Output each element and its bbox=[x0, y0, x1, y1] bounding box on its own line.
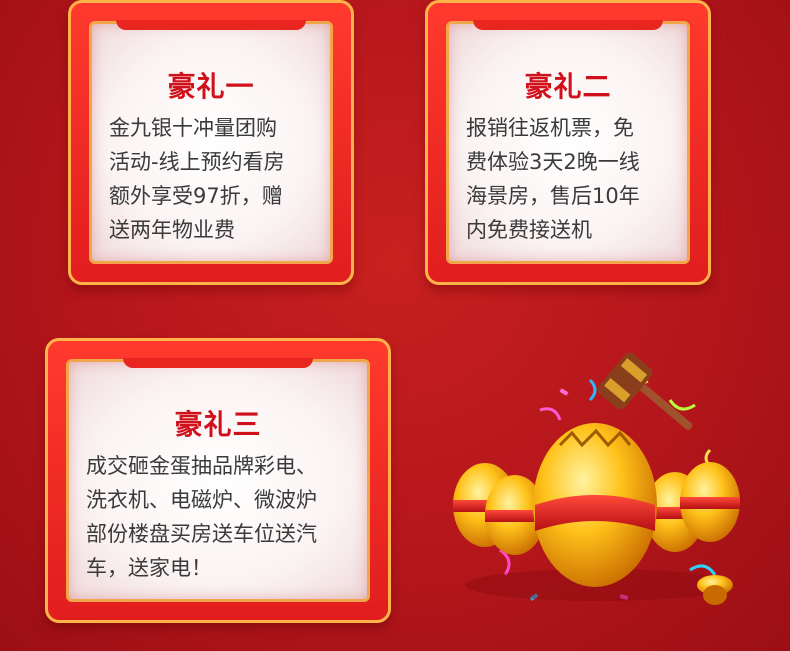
gift-description: 金九银十冲量团购 活动-线上预约看房 额外享受97折，赠 送两年物业费 bbox=[109, 116, 285, 242]
gift-card-3: 豪礼三 成交砸金蛋抽品牌彩电、 洗衣机、电磁炉、微波炉 部份楼盘买房送车位送汽 … bbox=[45, 338, 391, 623]
hammer-icon bbox=[597, 352, 693, 430]
card-notch bbox=[116, 20, 306, 30]
golden-eggs-icon bbox=[453, 423, 740, 605]
card-notch bbox=[473, 20, 663, 30]
gift-title: 豪礼一 bbox=[167, 70, 255, 103]
gift-title: 豪礼二 bbox=[524, 70, 612, 103]
gift-title: 豪礼三 bbox=[174, 408, 262, 441]
gift-card-panel bbox=[66, 359, 370, 602]
gift-description: 报销往返机票，免 费体验3天2晚一线 海景房，售后10年 内免费接送机 bbox=[466, 116, 640, 242]
gift-card-1: 豪礼一 金九银十冲量团购 活动-线上预约看房 额外享受97折，赠 送两年物业费 bbox=[68, 0, 354, 285]
card-notch bbox=[123, 358, 313, 368]
gift-card-panel bbox=[446, 21, 690, 264]
gift-card-2: 豪礼二 报销往返机票，免 费体验3天2晚一线 海景房，售后10年 内免费接送机 bbox=[425, 0, 711, 285]
golden-eggs-illustration bbox=[453, 352, 740, 605]
gift-description: 成交砸金蛋抽品牌彩电、 洗衣机、电磁炉、微波炉 部份楼盘买房送车位送汽 车，送家… bbox=[86, 454, 317, 580]
